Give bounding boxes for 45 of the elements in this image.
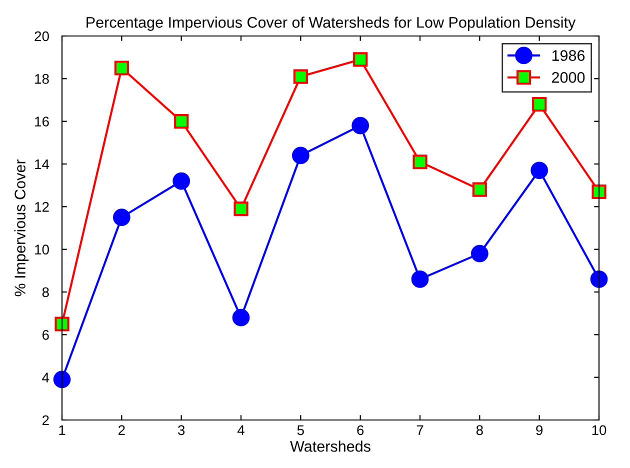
point <box>172 172 190 190</box>
point <box>353 52 368 67</box>
y-tick-label: 10 <box>35 244 49 255</box>
y-tick-label: 18 <box>35 74 49 84</box>
x-tick-label: 10 <box>592 425 606 436</box>
point <box>470 244 488 262</box>
point <box>53 370 71 388</box>
point <box>114 60 129 76</box>
y-tick-label: 16 <box>35 116 49 127</box>
point <box>292 146 310 164</box>
x-tick-label: 4 <box>237 425 244 435</box>
x-tick-label: 1 <box>59 425 66 435</box>
point <box>590 270 608 288</box>
x-tick-label: 3 <box>178 425 185 436</box>
legend-label: 2000 <box>552 72 585 83</box>
y-tick-label: 2 <box>42 415 49 426</box>
y-tick-label: 8 <box>42 287 49 298</box>
y-tick-label: 12 <box>35 202 49 212</box>
point <box>174 114 189 129</box>
point <box>530 162 548 180</box>
legend-label: 1986 <box>552 50 585 61</box>
point <box>54 316 70 332</box>
point <box>112 208 130 226</box>
x-tick-label: 5 <box>297 425 304 436</box>
point <box>532 96 547 112</box>
point <box>232 308 250 326</box>
point <box>234 202 248 216</box>
y-tick-label: 6 <box>42 330 49 340</box>
y-tick-label: 4 <box>42 372 50 382</box>
x-tick-label: 9 <box>536 425 543 436</box>
y-axis-title: % Impervious Cover <box>14 159 28 296</box>
point <box>411 270 429 288</box>
point <box>592 184 606 200</box>
point <box>412 154 428 170</box>
x-tick-label: 7 <box>416 425 424 435</box>
point <box>352 116 370 134</box>
y-tick-label: 14 <box>35 159 50 170</box>
x-tick-label: 8 <box>476 425 483 436</box>
x-axis-title: Watersheds <box>290 440 370 452</box>
x-tick-label: 6 <box>357 425 364 436</box>
x-tick-label: 2 <box>118 425 125 435</box>
y-tick-label: 20 <box>34 31 49 42</box>
point <box>472 182 487 197</box>
point <box>293 69 308 84</box>
chart-title: Percentage Impervious Cover of Watersheds for Low Population Density <box>86 16 576 31</box>
